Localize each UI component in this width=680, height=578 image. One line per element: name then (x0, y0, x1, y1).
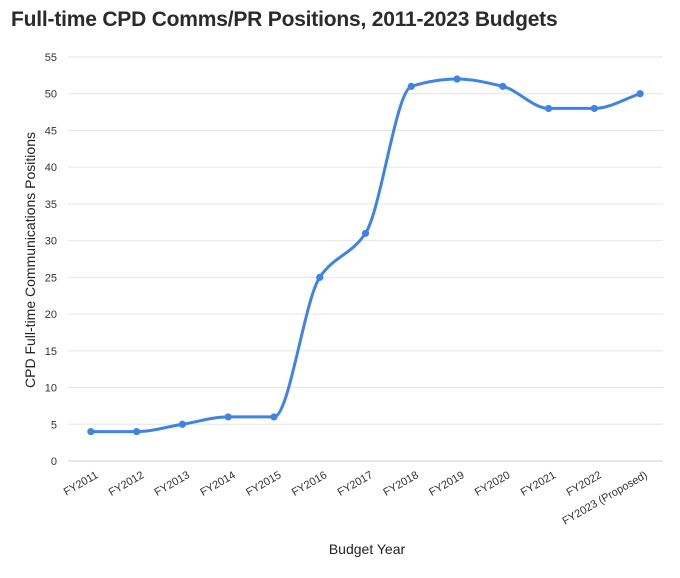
y-tick-label: 40 (45, 162, 57, 174)
x-tick-label: FY2018 (381, 469, 420, 499)
y-tick-label: 50 (45, 89, 57, 101)
x-tick-label: FY2015 (244, 469, 283, 499)
y-tick-labels: 0 5 10 15 20 25 30 35 40 45 50 55 (45, 52, 57, 468)
y-tick-label: 30 (45, 236, 57, 248)
data-point (499, 82, 507, 90)
y-tick-label: 0 (51, 456, 57, 468)
data-point (544, 104, 553, 113)
y-tick-label: 10 (45, 383, 57, 395)
gridlines (68, 56, 663, 462)
data-point (590, 104, 598, 113)
data-point (361, 229, 370, 237)
x-tick-label: FY2021 (519, 469, 558, 499)
data-point (407, 82, 415, 90)
y-tick-label: 5 (51, 419, 57, 431)
data-point (133, 428, 141, 436)
x-tick-label: FY2014 (198, 469, 237, 499)
data-points (87, 75, 644, 436)
x-tick-label: FY2012 (107, 469, 146, 499)
y-tick-label: 20 (45, 309, 57, 321)
chart-title: Full-time CPD Comms/PR Positions, 2011-2… (11, 8, 558, 31)
data-point (316, 273, 324, 281)
y-tick-label: 15 (45, 346, 57, 358)
x-tick-label: FY2022 (564, 469, 603, 499)
data-point (270, 413, 278, 421)
y-axis-title: CPD Full-time Communications Positions (22, 132, 38, 388)
series-line (89, 77, 642, 434)
x-tick-labels: FY2011 FY2012 FY2013 FY2014 FY2015 FY2016 FY20… (62, 469, 650, 527)
data-point (636, 90, 644, 98)
data-point (224, 413, 232, 421)
data-point (87, 428, 95, 436)
y-tick-label: 55 (45, 52, 57, 64)
x-tick-label: FY2020 (473, 469, 512, 499)
y-tick-label: 45 (45, 125, 57, 137)
x-axis-title: Budget Year (329, 541, 406, 557)
data-point (178, 420, 187, 428)
x-tick-label: FY2011 (62, 469, 101, 498)
x-tick-label: FY2017 (336, 469, 375, 499)
y-tick-label: 25 (45, 272, 57, 284)
data-point (453, 75, 461, 83)
x-tick-label: FY2023 (Proposed) (560, 469, 649, 527)
x-tick-label: FY2019 (427, 469, 466, 499)
x-tick-label: FY2016 (290, 469, 329, 499)
x-tick-label: FY2013 (153, 469, 192, 499)
y-tick-label: 35 (45, 199, 57, 211)
